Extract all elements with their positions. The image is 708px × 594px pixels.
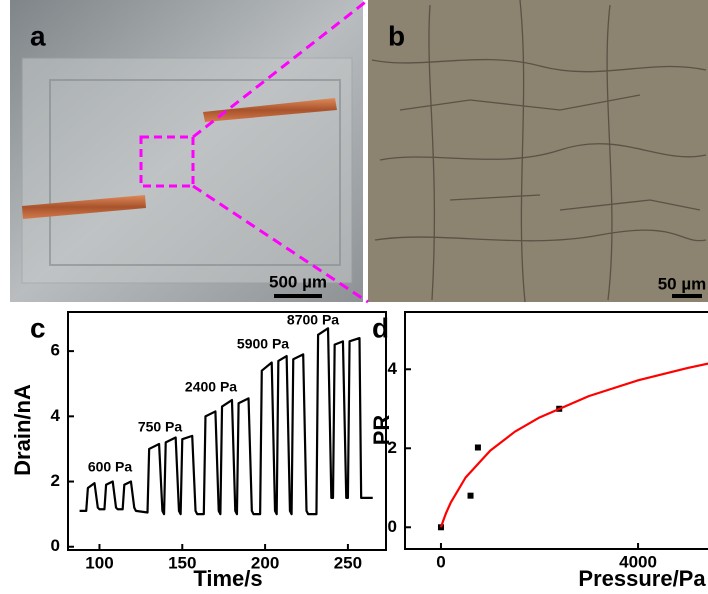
x-axis-label: Pressure/Pa — [578, 566, 706, 591]
data-point — [437, 524, 444, 531]
scale-bar-label: 500 µm — [269, 272, 327, 291]
y-tick-label: 2 — [51, 471, 60, 490]
photo-b — [368, 0, 708, 303]
annotation: 2400 Pa — [185, 379, 237, 395]
x-axis-label: Time/s — [193, 566, 262, 591]
scale-bar-label: 50 µm — [658, 274, 707, 293]
y-tick-label: 2 — [388, 438, 397, 457]
y-tick-label: 4 — [388, 359, 398, 378]
data-point — [474, 444, 481, 451]
annotation: 5900 Pa — [237, 336, 289, 352]
data-point — [467, 492, 474, 499]
data-line — [79, 327, 373, 516]
x-tick-label: 0 — [436, 552, 445, 571]
plot-frame — [67, 311, 387, 551]
y-axis-label: Drain/nA — [10, 384, 35, 476]
x-tick-label: 250 — [334, 553, 362, 572]
x-tick-label: 200 — [251, 553, 279, 572]
panel-label: d — [372, 312, 389, 343]
zoom-line — [192, 184, 369, 304]
y-axis-label: PR — [369, 415, 394, 446]
x-tick-label: 150 — [168, 553, 196, 572]
photo-a — [10, 0, 363, 302]
y-tick-label: 6 — [51, 341, 60, 360]
x-tick-label: 4000 — [619, 552, 657, 571]
annotation: 750 Pa — [138, 419, 183, 435]
y-tick-label: 4 — [51, 406, 61, 425]
plot-frame — [404, 311, 708, 550]
y-tick-label: 0 — [51, 536, 60, 555]
scale-bar — [672, 294, 702, 298]
fit-line — [439, 362, 708, 528]
scale-bar — [274, 294, 322, 298]
x-tick-label: 100 — [85, 553, 113, 572]
zoom-line — [192, 0, 369, 139]
panel-label: b — [388, 20, 405, 51]
y-tick-label: 0 — [388, 517, 397, 536]
annotation: 600 Pa — [88, 459, 133, 475]
panel-label: a — [30, 20, 46, 51]
panel-label: c — [30, 312, 46, 343]
annotation: 8700 Pa — [287, 312, 339, 328]
